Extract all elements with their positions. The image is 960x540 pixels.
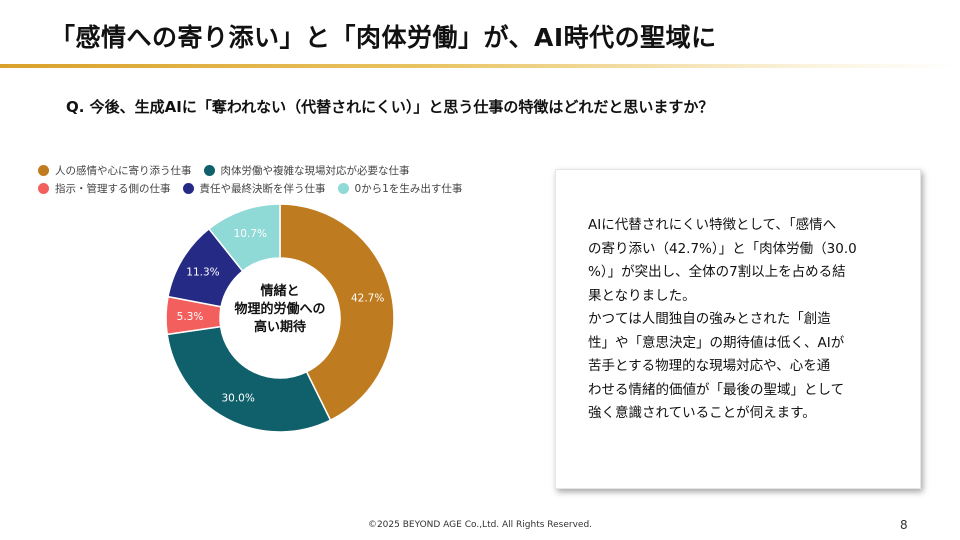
summary-line: 苦手とする物理的な現場対応や、心を通 [588,358,831,374]
summary-line: かつては人間独自の強みとされた「創造 [588,311,831,327]
page-number: 8 [900,518,908,532]
legend-swatch [182,182,194,194]
center-label-line: 情緒と [260,284,300,299]
legend-item-decision: 責任や最終決断を伴う仕事 [182,181,326,196]
center-label-line: 物理的労働への [234,302,326,317]
legend-swatch [38,182,49,194]
survey-question: Q. 今後、生成AIに「奪われない（代替されにくい）」と思う仕事の特徴はどれだと… [66,98,714,116]
slice-data-label: 5.3% [177,311,204,323]
slice-data-label: 11.3% [186,266,219,278]
donut-slice [279,203,395,422]
copyright-footer: ©2025 BEYOND AGE Co.,Ltd. All Rights Res… [367,520,593,530]
legend-item-creation: 0から1を生み出す仕事 [337,181,463,196]
title-underline [0,64,960,68]
summary-text: AIに代替されにくい特徴として、「感情への寄り添い（42.7%）」と「肉体労働（… [588,214,898,426]
summary-line: 果となりました。 [588,287,696,304]
legend-swatch [38,164,49,176]
legend-label: 人の感情や心に寄り添う仕事 [55,164,192,177]
slice-data-label: 10.7% [234,228,267,240]
summary-line: わせる情緒的価値が「最後の聖域」として [588,381,845,398]
legend-swatch [337,182,349,194]
legend-row-1: 人の感情や心に寄り添う仕事 肉体労働や複雑な現場対応が必要な仕事 [38,161,548,179]
summary-line: の寄り添い（42.7%）」と「肉体労働（30.0 [588,240,857,257]
summary-line: 性」や「意思決定」の期待値は低く、AIが [588,334,845,351]
legend-swatch [203,164,215,176]
summary-line: %）」が突出し、全体の7割以上を占める結 [588,264,846,280]
page-title: 「感情への寄り添い」と「肉体労働」が、AI時代の聖域に [50,23,717,52]
slice-data-label: 30.0% [221,393,254,405]
legend-item-physical: 肉体労働や複雑な現場対応が必要な仕事 [203,163,410,178]
donut-slice [166,325,332,433]
summary-box: AIに代替されにくい特徴として、「感情への寄り添い（42.7%）」と「肉体労働（… [555,169,921,489]
legend-item-management: 指示・管理する側の仕事 [38,181,171,196]
legend-item-emotional: 人の感情や心に寄り添う仕事 [38,163,192,178]
slice-data-label: 42.7% [351,293,384,305]
center-label-line: 高い期待 [253,320,306,335]
legend-label: 責任や最終決断を伴う仕事 [199,182,326,195]
donut-slice [207,203,281,273]
legend-row-2: 指示・管理する側の仕事 責任や最終決断を伴う仕事 0から1を生み出す仕事 [38,179,548,197]
donut-center-label: 情緒と物理的労働への 高い期待 [220,283,340,337]
donut-chart: 42.7% 30.0% 5.3% 11.3% 10.7% [165,203,395,433]
legend-label: 0から1を生み出す仕事 [354,182,463,195]
summary-line: AIに代替されにくい特徴として、「感情へ [588,217,837,233]
chart-legend: 人の感情や心に寄り添う仕事 肉体労働や複雑な現場対応が必要な仕事 指示・管理する… [38,161,548,197]
summary-line: 強く意識されていることが伺えます。 [588,405,816,421]
legend-label: 指示・管理する側の仕事 [55,182,171,195]
legend-label: 肉体労働や複雑な現場対応が必要な仕事 [220,164,410,177]
